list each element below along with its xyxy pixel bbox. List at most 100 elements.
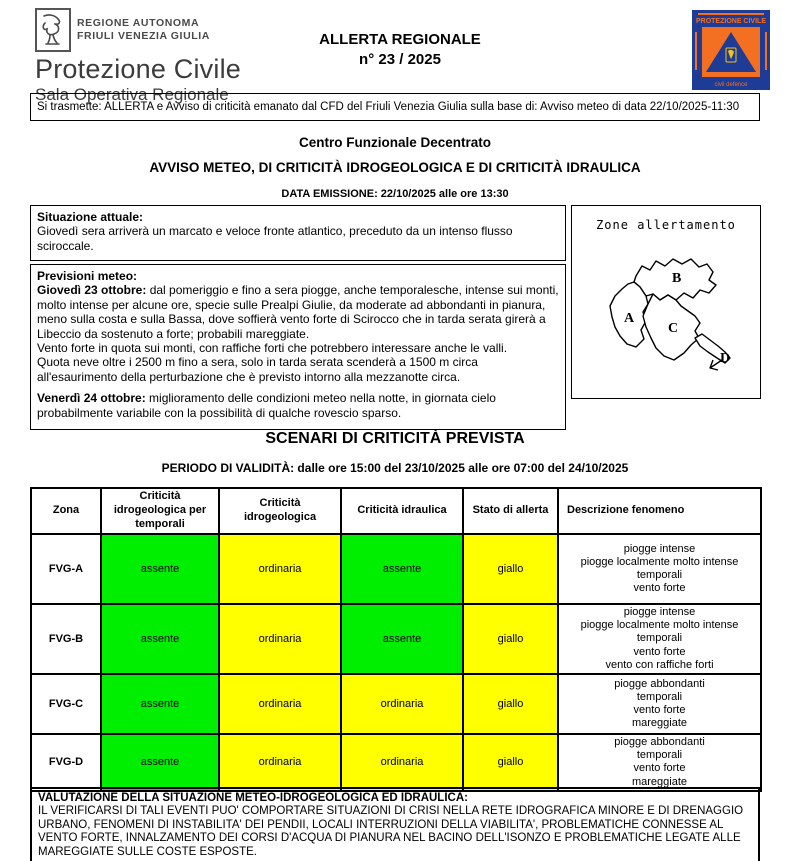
descr-line: piogge localmente molto intense [580,619,739,632]
situazione-text: Giovedì sera arriverà un marcato e veloc… [37,224,513,253]
cfd-heading: Centro Funzionale Decentrato [298,135,492,150]
map-label-a: A [624,311,635,326]
document-number: n° 23 / 2025 [359,50,441,68]
map-zone-c-shape [642,293,701,361]
descr-line: vento forte [633,582,686,595]
valutazione-text: IL VERIFICARSI DI TALI EVENTI PUO' COMPO… [38,805,744,858]
table-row-fvg-b: FVG-B assente ordinaria assente giallo p… [30,603,762,675]
table-row-fvg-d: FVG-D assente ordinaria ordinaria giallo… [30,733,762,792]
protezione-civile-badge-icon: PROTEZIONE CIVILE civil defence [692,10,770,90]
region-name: REGIONE AUTONOMA FRIULI VENEZIA GIULIA [77,17,210,43]
map-label-b: B [672,271,681,286]
descr-line: vento forte [633,762,686,775]
situazione-attuale-box: Situazione attuale: Giovedì sera arriver… [30,205,566,261]
previsioni-meteo-box: Previsioni meteo: Giovedì 23 ottobre: da… [30,264,566,430]
descrizione-cell: piogge intense piogge localmente molto i… [557,603,762,675]
descr-line: piogge abbondanti [614,736,705,748]
map-zone-d-shape [694,333,731,364]
criticita-idraulica-cell: assente [340,603,464,675]
stato-allerta-cell: giallo [462,603,559,675]
col-header-criticita-temporali: Criticità idrogeologica per temporali [100,487,220,535]
stato-allerta-cell: giallo [462,733,559,792]
descr-line: temporali [636,569,683,581]
previsioni-venerdi-label: Venerdì 24 ottobre: [37,391,146,406]
criticita-idrogeologica-cell: ordinaria [218,533,342,605]
criticita-idrogeologica-cell: ordinaria [218,603,342,675]
criticita-temporali-cell: assente [100,603,220,675]
table-row-fvg-c: FVG-C assente ordinaria ordinaria giallo… [30,673,762,735]
descrizione-cell: piogge intense piogge localmente molto i… [557,533,762,605]
previsioni-giovedi-label: Giovedì 23 ottobre: [37,283,147,298]
situazione-title: Situazione attuale: [37,210,144,224]
scenari-title: SCENARI DI CRITICITÀ PREVISTA [265,430,525,447]
descrizione-cell: piogge abbondanti temporali vento forte … [557,673,762,735]
zona-cell: FVG-B [30,603,102,675]
criticita-idrogeologica-cell: ordinaria [218,733,342,792]
map-arrow [709,359,723,371]
table-header-row: Zona Criticità idrogeologica per tempora… [30,487,762,535]
descr-line: mareggiate [631,717,688,730]
descr-line: vento con raffiche forti [605,658,714,671]
col-header-criticita-idrogeologica: Criticità idrogeologica [218,487,342,535]
previsioni-giovedi: Giovedì 23 ottobre: dal pomeriggio e fin… [37,283,559,341]
transmission-note: Si trasmette: ALLERTA e Avviso di critic… [30,93,760,121]
region-name-line2: FRIULI VENEZIA GIULIA [77,30,210,42]
col-header-descrizione: Descrizione fenomeno [557,487,762,535]
valutazione-title: VALUTAZIONE DELLA SITUAZIONE METEO-IDROG… [38,792,468,804]
descrizione-cell: piogge abbondanti temporali vento forte … [557,733,762,792]
stato-allerta-cell: giallo [462,533,559,605]
descr-line: piogge localmente molto intense [580,555,739,568]
criticita-temporali-cell: assente [100,533,220,605]
document-title: ALLERTA REGIONALE n° 23 / 2025 [245,30,555,69]
zona-cell: FVG-D [30,733,102,792]
org-name: Protezione Civile [35,54,241,84]
periodo-validita: PERIODO DI VALIDITÀ: dalle ore 15:00 del… [161,461,629,475]
criticita-idraulica-cell: ordinaria [340,673,464,735]
criticita-temporali-cell: assente [100,673,220,735]
region-name-line1: REGIONE AUTONOMA [77,16,200,29]
descr-line: piogge intense [623,542,696,555]
descr-line: temporali [636,632,683,645]
descr-line: temporali [636,690,683,703]
region-logo-block: REGIONE AUTONOMA FRIULI VENEZIA GIULIA P… [35,8,265,105]
col-header-stato-allerta: Stato di allerta [462,487,559,535]
previsioni-giovedi-text: dal pomeriggio e fino a sera piogge, anc… [37,283,559,341]
map-label-d: D [720,351,730,366]
valutazione-box: VALUTAZIONE DELLA SITUAZIONE METEO-IDROG… [30,787,760,861]
badge-bottom-text: civil defence [714,82,748,88]
zone-allertamento-box: Zone allertamento B A C D [571,205,761,399]
emission-date: DATA EMISSIONE: 22/10/2025 alle ore 13:3… [281,188,509,200]
avviso-heading: AVVISO METEO, DI CRITICITÀ IDROGEOLOGICA… [149,160,641,175]
criticita-idraulica-cell: assente [340,533,464,605]
map-title: Zone allertamento [596,218,736,232]
descr-line: vento forte [633,645,686,658]
map-zone-a-shape [609,281,649,348]
criticita-table: Zona Criticità idrogeologica per tempora… [30,487,762,792]
document-title-line1: ALLERTA REGIONALE [319,31,481,48]
descr-line: vento forte [633,704,686,716]
descr-line: piogge intense [623,606,696,619]
previsioni-venerdi-text: miglioramento delle condizioni meteo nel… [37,391,496,420]
zona-cell: FVG-C [30,673,102,735]
fvg-zones-map: B A C D [609,258,731,371]
badge-top-text: PROTEZIONE CIVILE [696,18,766,25]
zona-cell: FVG-A [30,533,102,605]
previsioni-vento: Vento forte in quota sui monti, con raff… [37,340,508,355]
previsioni-title: Previsioni meteo: [37,269,138,283]
col-header-zona: Zona [30,487,102,535]
col-header-criticita-idraulica: Criticità idraulica [340,487,464,535]
descr-line: piogge abbondanti [614,677,705,690]
previsioni-neve: Quota neve oltre i 2500 m fino a sera, s… [37,355,478,384]
criticita-idrogeologica-cell: ordinaria [218,673,342,735]
previsioni-venerdi: Venerdì 24 ottobre: miglioramento delle … [37,391,559,420]
descr-line: temporali [636,749,683,762]
stato-allerta-cell: giallo [462,673,559,735]
descr-line: mareggiate [631,775,688,788]
criticita-temporali-cell: assente [100,733,220,792]
table-row-fvg-a: FVG-A assente ordinaria assente giallo p… [30,533,762,605]
criticita-idraulica-cell: ordinaria [340,733,464,792]
map-label-c: C [668,321,678,336]
org-subtitle: Sala Operativa Regionale [35,85,229,104]
eagle-icon [35,8,71,52]
